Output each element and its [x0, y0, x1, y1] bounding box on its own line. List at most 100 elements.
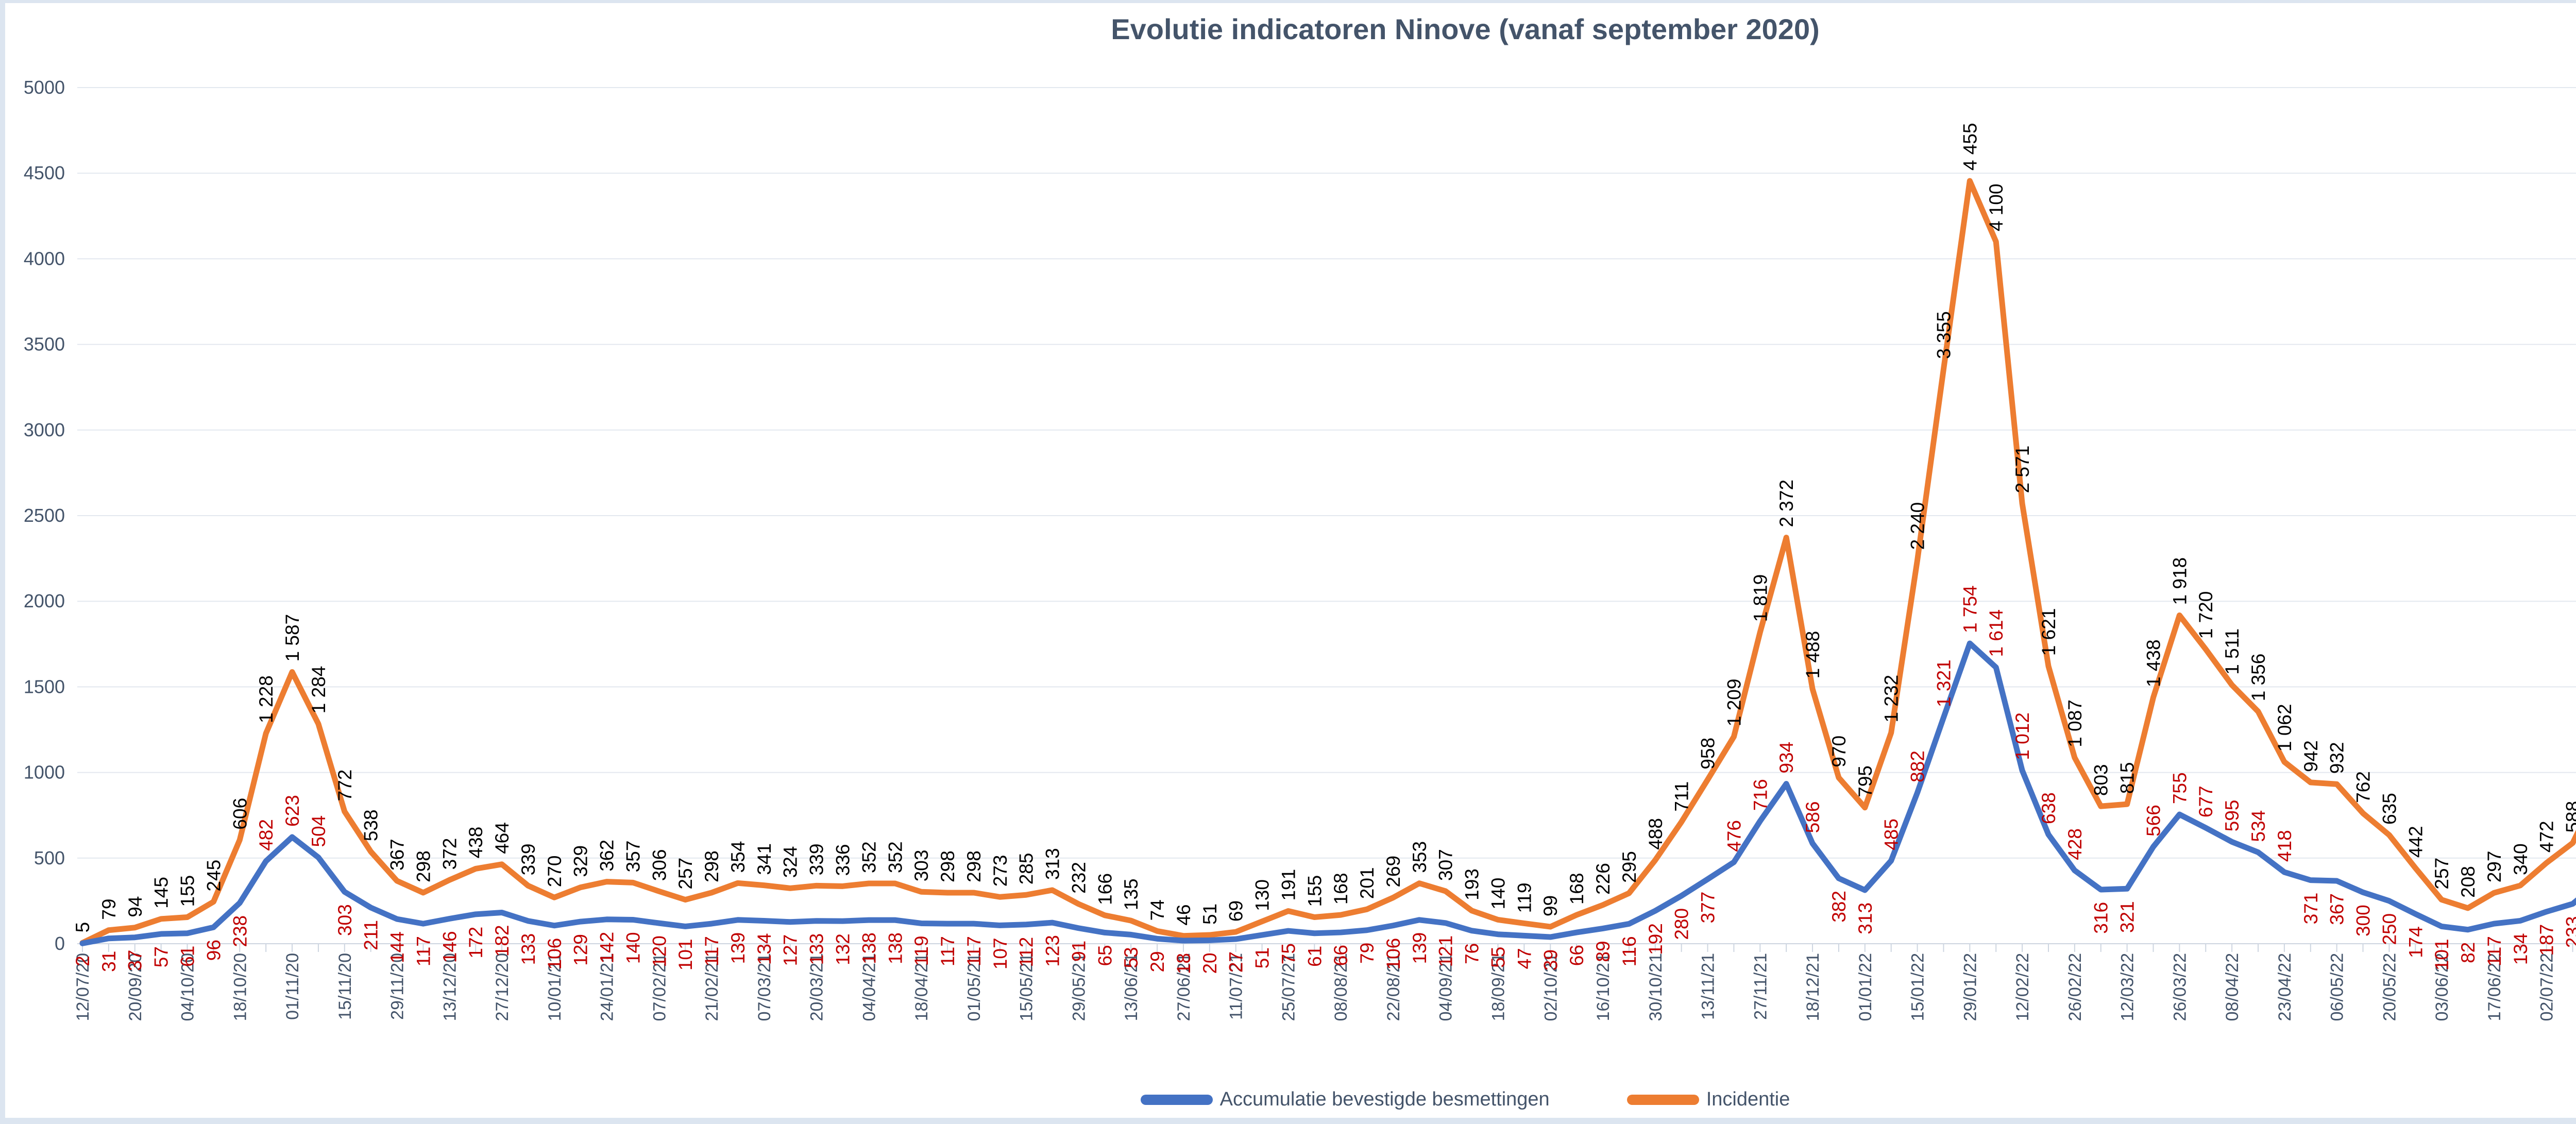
data-label: 298: [937, 850, 958, 882]
data-label: 336: [833, 844, 854, 876]
data-label: 238: [229, 915, 250, 947]
data-label: 482: [256, 819, 277, 851]
data-label: 96: [203, 940, 224, 961]
data-label: 418: [2274, 830, 2295, 862]
data-label: 269: [1383, 856, 1404, 888]
data-label: 257: [2431, 858, 2452, 890]
data-label: 4 100: [1986, 184, 2007, 232]
data-label: 91: [1068, 941, 1089, 962]
data-label: 970: [1828, 736, 1850, 768]
series-line-incidentie: [79, 178, 2576, 946]
data-label: 120: [649, 935, 670, 967]
data-label: 586: [1802, 801, 1823, 833]
data-label: 321: [2117, 901, 2138, 933]
data-label: 1 209: [1723, 679, 1744, 727]
chart-area: Evolutie indicatoren Ninove (vanaf septe…: [5, 3, 2576, 1118]
data-label: 123: [1042, 935, 1063, 967]
data-label: 117: [937, 936, 958, 966]
data-label: 172: [465, 927, 486, 959]
chart-legend: Accumulatie bevestigde besmettingen Inci…: [5, 1088, 2576, 1111]
data-label: 53: [1121, 947, 1142, 968]
data-label: 1 720: [2195, 591, 2216, 639]
data-label: 1 438: [2143, 639, 2164, 687]
data-label: 133: [518, 933, 539, 965]
data-label: 303: [911, 850, 932, 882]
data-label: 134: [754, 933, 775, 965]
data-label: 155: [1304, 875, 1325, 907]
data-label: 3 355: [1933, 311, 1954, 359]
data-label: 298: [963, 850, 985, 882]
legend-label: Accumulatie bevestigde besmettingen: [1219, 1088, 1550, 1110]
data-label: 134: [2510, 933, 2531, 965]
data-label: 352: [885, 841, 906, 873]
data-label: 815: [2117, 762, 2138, 794]
data-label: 51: [1199, 904, 1221, 925]
y-axis-tick-label: 5000: [24, 77, 65, 98]
data-label: 245: [203, 860, 224, 892]
data-label: 772: [334, 770, 355, 802]
data-label: 1 754: [1959, 585, 1980, 633]
data-label: 138: [885, 932, 906, 964]
data-label: 476: [1723, 820, 1744, 852]
x-axis-tick-label: 12/07/20: [73, 953, 93, 1021]
data-label: 66: [1566, 945, 1587, 966]
data-label: 339: [806, 844, 827, 876]
data-label: 187: [2536, 924, 2557, 956]
data-label: 795: [1855, 765, 1876, 797]
data-label: 372: [439, 838, 460, 870]
data-label: 1 012: [2012, 712, 2033, 760]
x-axis-tick-label: 16/10/21: [1594, 953, 1613, 1021]
data-label: 606: [229, 798, 250, 830]
x-axis-tick-label: 13/12/20: [440, 953, 460, 1021]
x-axis-tick-label: 01/11/20: [283, 953, 302, 1020]
legend-label: Incidentie: [1706, 1088, 1790, 1110]
data-label: 57: [151, 946, 172, 967]
x-axis-tick-label: 15/01/22: [1908, 953, 1928, 1021]
x-axis-tick-label: 04/10/20: [178, 953, 198, 1021]
data-label: 139: [1409, 932, 1430, 964]
x-axis-tick-label: 12/02/22: [2013, 953, 2032, 1021]
data-label: 142: [597, 932, 618, 964]
data-label: 140: [622, 932, 643, 964]
data-label: 75: [1278, 943, 1299, 964]
x-axis-tick-label: 07/03/21: [755, 953, 774, 1021]
data-label: 112: [1016, 937, 1037, 967]
data-label: 168: [1330, 873, 1351, 905]
data-label: 472: [2536, 821, 2557, 853]
data-label: 129: [570, 934, 591, 966]
x-axis-tick-label: 23/04/22: [2275, 953, 2295, 1021]
series-line-accumulatie: [79, 640, 2576, 946]
data-label: 377: [1698, 892, 1719, 924]
x-axis-tick-label: 18/12/21: [1803, 953, 1823, 1021]
data-label: 306: [649, 849, 670, 881]
data-label: 357: [622, 841, 643, 873]
data-label: 138: [858, 932, 879, 964]
data-label: 295: [1619, 851, 1640, 883]
data-label: 51: [1252, 947, 1273, 968]
data-label: 37: [125, 950, 146, 971]
data-label: 1 511: [2222, 628, 2243, 675]
x-axis-tick-label: 25/07/21: [1279, 953, 1298, 1021]
data-label: 341: [754, 843, 775, 875]
data-label: 117: [413, 936, 434, 966]
y-axis-tick-label: 3000: [24, 419, 65, 440]
data-label: 280: [1671, 908, 1692, 940]
data-label: 464: [492, 822, 513, 854]
data-label: 442: [2405, 826, 2426, 858]
x-axis-tick-label: 18/04/21: [912, 953, 931, 1021]
data-label: 139: [727, 932, 749, 964]
data-label: 201: [1357, 867, 1378, 899]
data-label: 117: [963, 936, 985, 966]
x-axis-tick-label: 15/11/20: [335, 953, 355, 1020]
legend-item-accumulatie: Accumulatie bevestigde besmettingen: [1140, 1088, 1550, 1111]
data-label: 211: [361, 920, 382, 950]
x-axis-tick-label: 30/10/21: [1646, 953, 1666, 1021]
data-label: 4 455: [1959, 123, 1980, 171]
data-label: 74: [1147, 899, 1168, 921]
y-axis-tick-label: 4500: [24, 162, 65, 183]
data-label: 18: [1173, 953, 1194, 974]
data-label: 31: [98, 951, 120, 972]
data-label: 46: [1173, 905, 1194, 926]
data-label: 316: [2091, 902, 2112, 934]
data-label: 119: [1514, 882, 1535, 913]
